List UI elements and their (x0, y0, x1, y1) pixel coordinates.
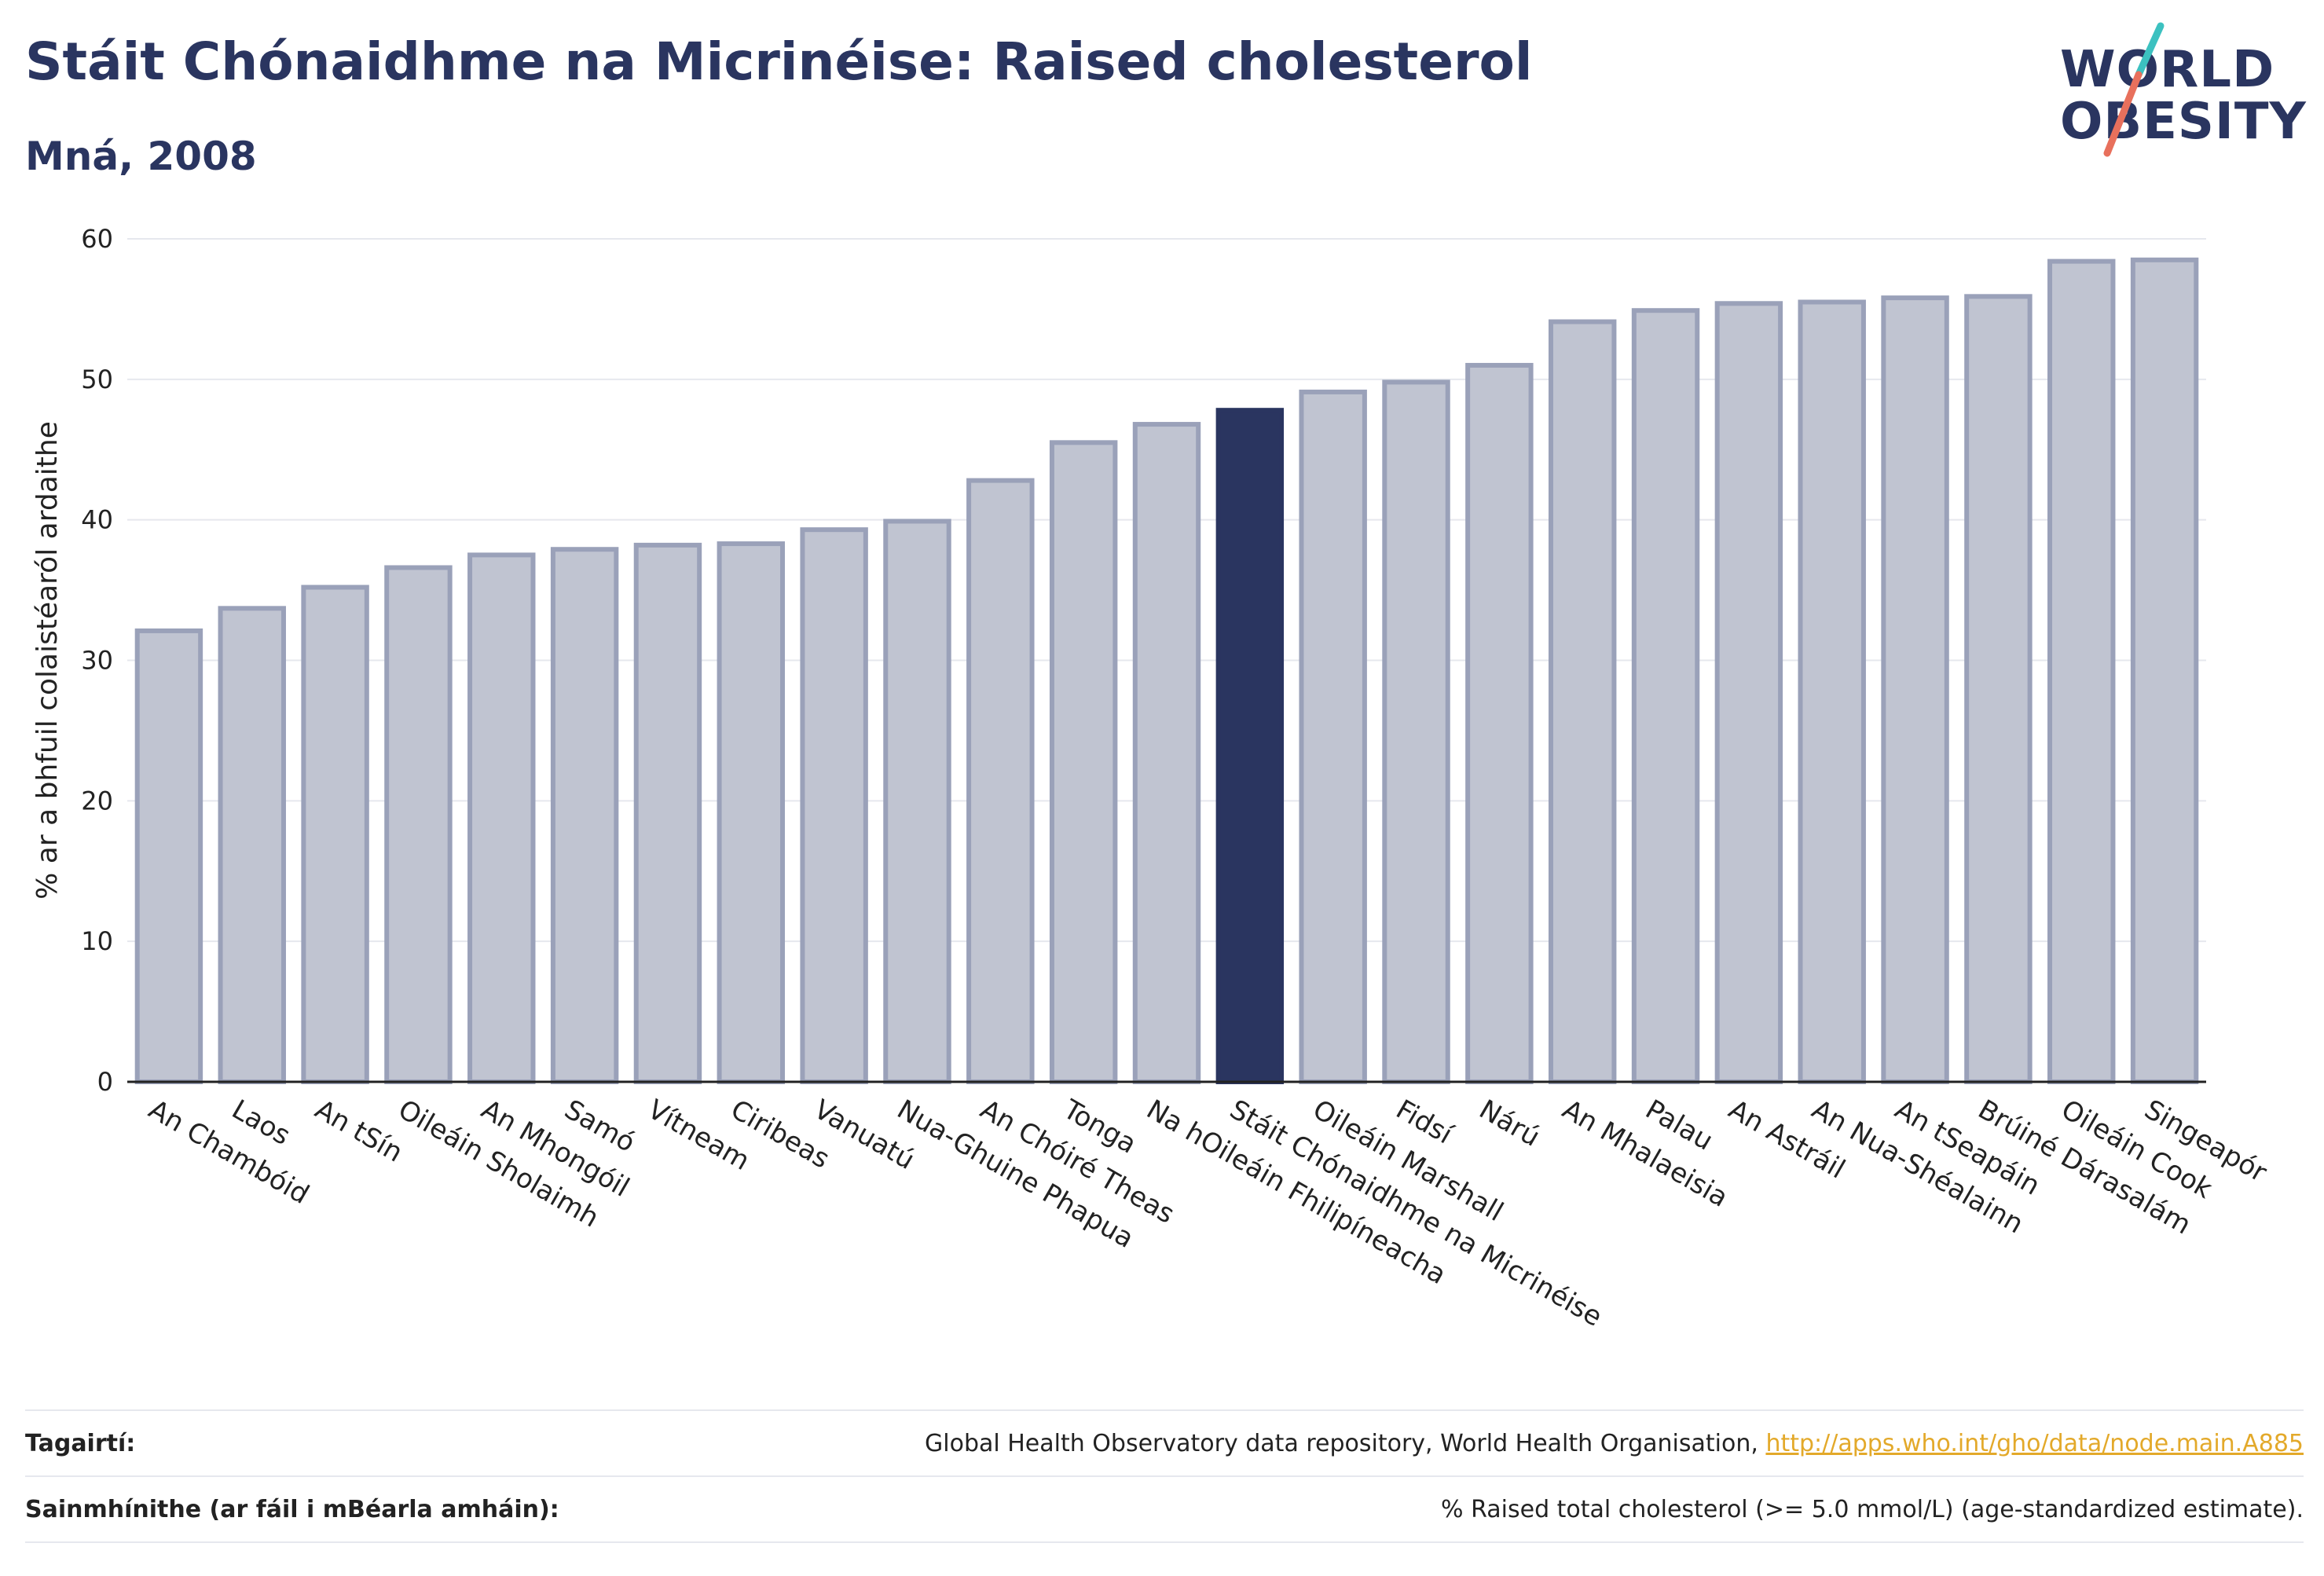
references-text: Global Health Observatory data repositor… (925, 1429, 1766, 1457)
bar[interactable] (1382, 379, 1450, 1085)
definitions-label: Sainmhínithe (ar fáil i mBéarla amháin): (25, 1495, 559, 1523)
bar[interactable] (134, 628, 203, 1084)
y-tick-label: 50 (81, 365, 113, 394)
references-row: Tagairtí: Global Health Observatory data… (25, 1409, 2304, 1475)
bar[interactable] (1049, 440, 1118, 1084)
y-axis-ticks: 0 10 20 30 40 50 60 (81, 224, 113, 1097)
y-tick-label: 10 (81, 926, 113, 956)
bar[interactable] (1132, 422, 1201, 1084)
y-axis-title: % ar a bhfuil colaistéaról ardaithe (31, 421, 64, 900)
bar[interactable] (1631, 308, 1700, 1084)
bar[interactable] (1299, 389, 1367, 1084)
bar[interactable] (301, 585, 369, 1084)
bar[interactable] (966, 478, 1035, 1084)
bar[interactable] (1798, 299, 1866, 1085)
bar[interactable] (2047, 258, 2116, 1085)
y-tick-label: 40 (81, 505, 113, 535)
chart-subtitle: Mná, 2008 (25, 134, 257, 179)
logo-line1: WORLD (2060, 41, 2275, 99)
references-link[interactable]: http://apps.who.int/gho/data/node.main.A… (1765, 1429, 2304, 1457)
bar[interactable] (384, 565, 453, 1084)
y-tick-label: 60 (81, 224, 113, 254)
definitions-text: % Raised total cholesterol (>= 5.0 mmol/… (1441, 1495, 2304, 1523)
logo-line2: OBESITY (2060, 93, 2307, 151)
definitions-row: Sainmhínithe (ar fáil i mBéarla amháin):… (25, 1475, 2304, 1543)
y-tick-label: 20 (81, 786, 113, 815)
bar[interactable] (467, 552, 536, 1084)
y-tick-label: 0 (97, 1067, 113, 1097)
chart-title: Stáit Chónaidhme na Micrinéise: Raised c… (25, 31, 1533, 92)
logo-slash-icon (2103, 22, 2165, 157)
bar[interactable] (1465, 362, 1534, 1084)
y-tick-label: 30 (81, 646, 113, 676)
bar[interactable] (717, 541, 786, 1084)
references-value: Global Health Observatory data repositor… (925, 1430, 2304, 1457)
bar[interactable] (2130, 257, 2199, 1085)
footer: Tagairtí: Global Health Observatory data… (25, 1409, 2304, 1543)
bar[interactable] (1714, 301, 1783, 1085)
bar[interactable] (1881, 295, 1949, 1084)
bars (127, 257, 2206, 1085)
bar[interactable] (800, 527, 868, 1084)
bar[interactable] (1964, 294, 2033, 1084)
references-label: Tagairtí: (25, 1429, 136, 1457)
bar[interactable] (550, 547, 619, 1084)
bar[interactable] (218, 606, 286, 1084)
bar[interactable] (1215, 408, 1285, 1084)
world-obesity-logo[interactable]: WORLD OBESITY (2051, 20, 2310, 169)
x-tick-label: Nárú (1474, 1094, 1545, 1153)
bar[interactable] (1548, 319, 1617, 1084)
x-tick-label: An Chambóid (143, 1094, 314, 1211)
bar[interactable] (883, 519, 951, 1084)
x-tick-label: An tSín (310, 1094, 408, 1168)
bar[interactable] (633, 542, 702, 1084)
